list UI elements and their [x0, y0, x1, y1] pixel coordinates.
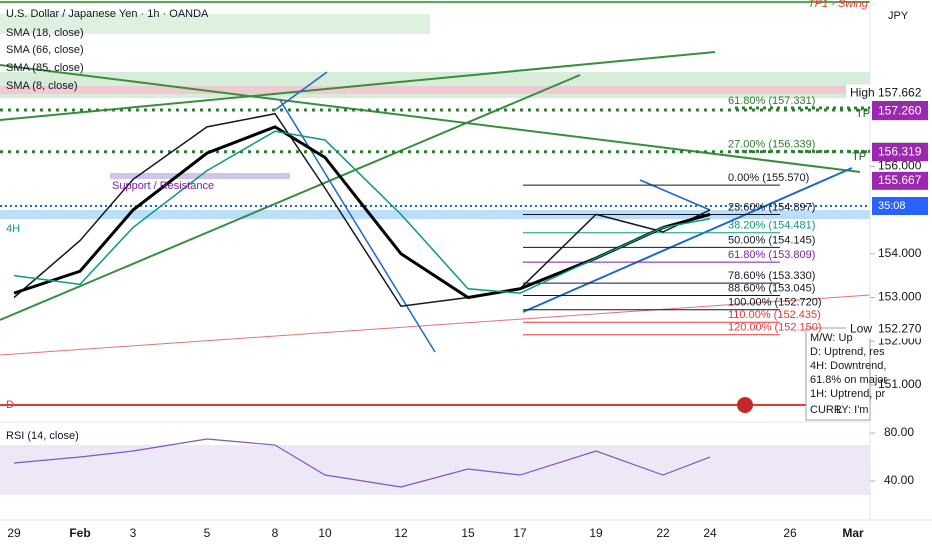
fib-label: 78.60% (153.330)	[728, 270, 815, 282]
x-tick-label: 8	[272, 526, 279, 540]
y-tick-label: 154.000	[878, 246, 922, 260]
fib-label: 61.80% (157.331)	[728, 95, 815, 107]
fib-label: 27.00% (156.339)	[728, 138, 815, 150]
notes-box	[805, 327, 871, 421]
trend-line	[0, 294, 871, 356]
indicator: SMA (85, close)	[6, 62, 84, 74]
chart-title: U.S. Dollar / Japanese Yen · 1h · OANDA	[6, 8, 209, 20]
pink-zone	[0, 86, 870, 94]
price-label-box	[872, 84, 928, 103]
x-tick-label: 19	[589, 526, 603, 540]
fib-label: 100.00% (152.720)	[728, 297, 822, 309]
x-tick-label: Feb	[69, 526, 90, 540]
x-tick-label: 10	[318, 526, 332, 540]
price-label: 157.662	[878, 86, 922, 100]
x-tick-label: Mar	[842, 526, 864, 540]
y-tick-label: 80.00	[884, 425, 914, 439]
h4-label: 4H	[6, 223, 20, 235]
tag-box	[846, 320, 872, 339]
event-icon[interactable]	[737, 397, 753, 413]
rsi-band	[0, 445, 870, 495]
price-line	[13, 112, 711, 308]
support-zone	[0, 210, 870, 219]
fib-label: 23.60% (154.897)	[728, 201, 815, 213]
tp-label: TP	[852, 151, 866, 163]
price-label: 155.667	[878, 173, 922, 187]
price-label-box	[872, 320, 928, 339]
fib-label: 38.20% (154.481)	[728, 220, 815, 232]
x-tick-label: 29	[7, 526, 21, 540]
trend-line	[0, 74, 581, 321]
tp-label: TP	[856, 108, 870, 120]
indicator: SMA (66, close)	[6, 44, 84, 56]
price-line	[13, 130, 711, 294]
fib-label: 0.00% (155.570)	[728, 172, 809, 184]
x-tick-label: 12	[394, 526, 408, 540]
price-label-box	[872, 171, 928, 190]
price-label: 152.270	[878, 322, 922, 336]
fib-label: 120.00% (152.150)	[728, 322, 822, 334]
x-tick-label: 17	[513, 526, 527, 540]
price-tag: Low	[850, 322, 872, 336]
rsi-line	[13, 438, 711, 488]
note-line: 1H: Uptrend, pr	[810, 388, 886, 400]
x-tick-label: 3	[130, 526, 137, 540]
y-tick-label: 40.00	[884, 473, 914, 487]
trend-line	[0, 51, 716, 121]
note-line: M/W: Up	[810, 332, 853, 344]
countdown-box	[872, 197, 928, 215]
title-zone	[0, 14, 430, 34]
rsi-title: RSI (14, close)	[6, 430, 79, 442]
tag-box	[846, 84, 872, 103]
trend-line	[522, 167, 853, 313]
price-label: 156.319	[878, 144, 922, 158]
x-tick-label: 15	[461, 526, 475, 540]
indicator: SMA (18, close)	[6, 27, 84, 39]
trend-line	[274, 71, 328, 111]
note-line: 61.8% on major	[810, 374, 887, 386]
fib-label: 110.00% (152.435)	[728, 309, 821, 321]
x-tick-label: 24	[703, 526, 717, 540]
y-tick-label: 151.000	[878, 377, 922, 391]
daily-label: D	[6, 399, 14, 411]
note-line: CURR	[810, 404, 842, 416]
note-line: D: Uptrend, res	[810, 346, 885, 358]
countdown: 35:08	[878, 200, 906, 212]
y-tick-label: 156.000	[878, 158, 922, 172]
fib-label: 88.60% (153.045)	[728, 282, 815, 294]
fib-label: 50.00% (154.145)	[728, 234, 815, 246]
y-tick-label: 153.000	[878, 290, 922, 304]
price-label-box	[872, 102, 928, 121]
price-label-box	[872, 143, 928, 162]
note-line: LY: I'm	[836, 404, 868, 416]
sr-label: Support / Resistance	[112, 180, 214, 192]
currency[interactable]: JPY	[888, 10, 909, 22]
fib-label: 61.80% (153.809)	[728, 249, 815, 261]
price-tag: High	[850, 86, 875, 100]
price-label: 157.260	[878, 103, 922, 117]
x-tick-label: 22	[656, 526, 670, 540]
x-tick-label: 26	[783, 526, 797, 540]
trend-line	[279, 99, 436, 353]
x-tick-label: 5	[204, 526, 211, 540]
tp1-label: TP1 - Swing	[808, 0, 869, 10]
trend-line	[0, 64, 861, 173]
indicator: SMA (8, close)	[6, 80, 78, 92]
note-line: 4H: Downtrend,	[810, 360, 886, 372]
